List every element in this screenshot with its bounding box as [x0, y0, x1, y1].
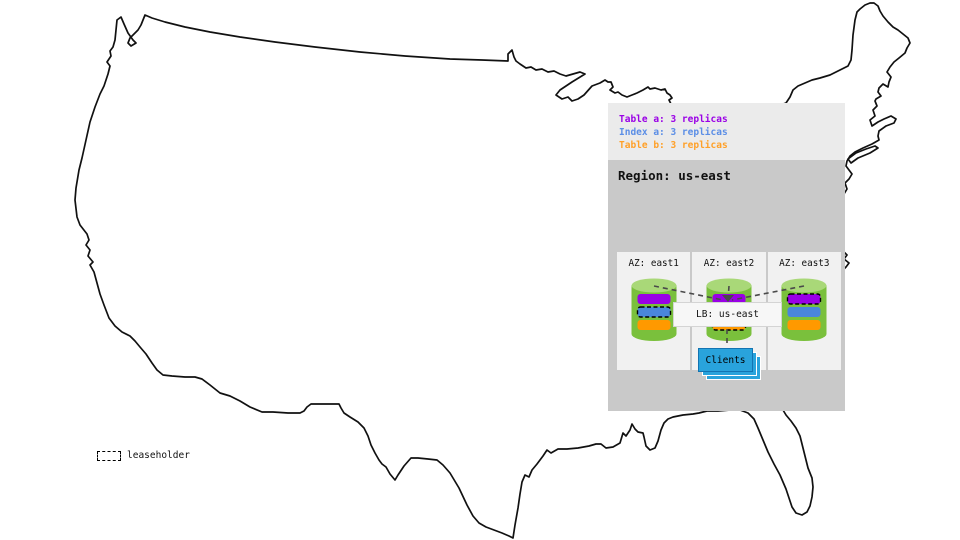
legend-table-a: Table a: 3 replicas: [619, 114, 728, 125]
clients-box: Clients: [698, 348, 753, 372]
table-b-replica: [637, 320, 671, 330]
index-a-replica-leaseholder: [636, 306, 671, 318]
database-cylinder: [631, 278, 677, 341]
index-a-replica: [787, 307, 821, 317]
table-a-replica: [637, 294, 671, 304]
clients-stack: Clients: [698, 348, 764, 383]
legend-table-b: Table b: 3 replicas: [619, 140, 728, 151]
long-island-outline: [847, 145, 879, 164]
leaseholder-legend: leaseholder: [97, 450, 190, 461]
database-cylinder: [781, 278, 827, 341]
clients-label: Clients: [705, 354, 746, 366]
replica-legend: Table a: 3 replicas Index a: 3 replicas …: [608, 103, 845, 160]
az-label: AZ: east2: [703, 258, 755, 269]
leaseholder-swatch-icon: [97, 450, 121, 461]
table-a-replica-leaseholder: [787, 293, 822, 305]
legend-index-a: Index a: 3 replicas: [619, 127, 728, 138]
table-b-replica: [787, 320, 821, 330]
load-balancer-label: LB: us-east: [696, 309, 759, 320]
az-label: AZ: east1: [628, 258, 679, 269]
load-balancer-box: LB: us-east: [673, 302, 782, 327]
leaseholder-label: leaseholder: [127, 450, 190, 461]
region-title: Region: us-east: [618, 168, 731, 183]
az-label: AZ: east3: [779, 258, 830, 269]
